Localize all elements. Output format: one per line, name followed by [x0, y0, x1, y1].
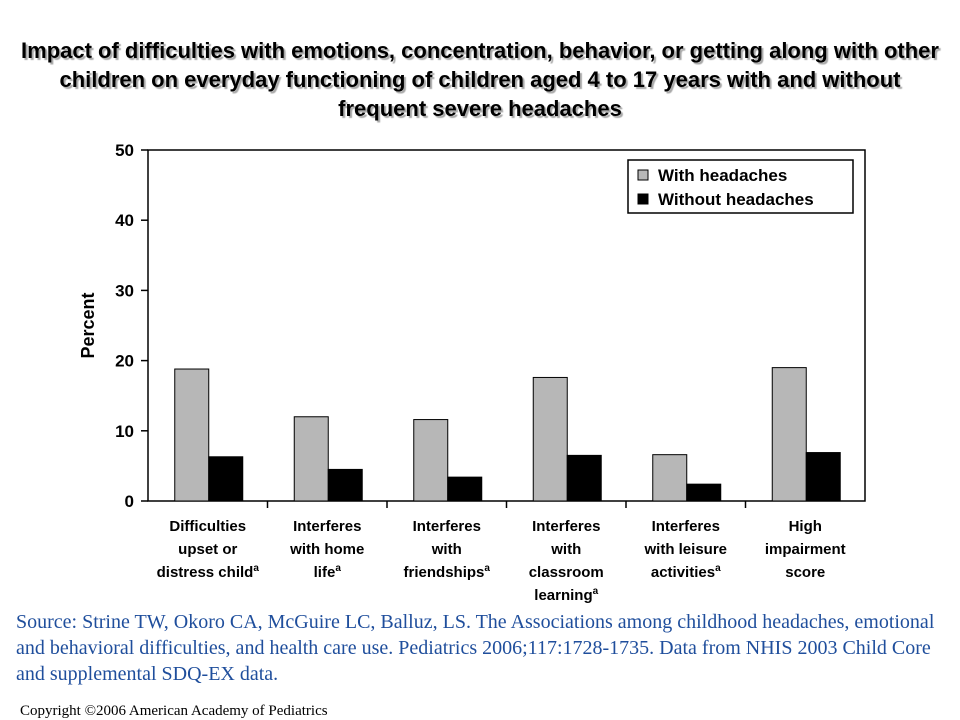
- y-tick-label: 10: [115, 422, 134, 441]
- bar-chart: 0 10 20 30 40 50 Percent Difficulties upset or di…: [78, 141, 866, 604]
- x-category-label: score: [785, 564, 825, 581]
- copyright-notice: Copyright ©2006 American Academy of Pedi…: [20, 703, 328, 719]
- x-category-label: with: [431, 541, 462, 558]
- y-tick-label: 0: [125, 492, 134, 511]
- x-category-label: distress childa: [157, 563, 260, 581]
- legend-label-with-headaches: With headaches: [658, 166, 787, 185]
- x-category-label: Interferes: [652, 518, 720, 535]
- legend-label-without-headaches: Without headaches: [658, 190, 814, 209]
- y-tick-label: 20: [115, 352, 134, 371]
- bar-without-headaches: [686, 483, 722, 502]
- x-category-label: classroom: [529, 564, 604, 581]
- x-category-label: upset or: [178, 541, 237, 558]
- x-category-label: learninga: [534, 586, 598, 604]
- bar-without-headaches: [327, 468, 363, 502]
- bar-without-headaches: [805, 452, 841, 502]
- y-tick-label: 50: [115, 141, 134, 160]
- x-category-label: Interferes: [413, 518, 481, 535]
- y-tick-label: 30: [115, 281, 134, 300]
- legend-swatch-with-headaches: [637, 169, 649, 181]
- x-category-label: with leisure: [643, 541, 727, 558]
- chart-title: Impact of difficulties with emotions, co…: [21, 38, 939, 121]
- x-category-label: Interferes: [293, 518, 361, 535]
- x-category-label: Difficulties: [169, 518, 246, 535]
- bar-with-headaches: [771, 367, 807, 502]
- bar-with-headaches: [293, 416, 329, 502]
- x-category-label: with: [550, 541, 581, 558]
- bar-without-headaches: [447, 476, 483, 502]
- legend-box: [627, 159, 854, 214]
- bar-with-headaches: [413, 419, 449, 502]
- x-category-label: friendshipsa: [404, 563, 491, 581]
- bar-with-headaches: [652, 454, 688, 502]
- x-category-label: High: [789, 518, 822, 535]
- x-category-label: Interferes: [532, 518, 600, 535]
- x-category-label: with home: [289, 541, 364, 558]
- bar-without-headaches: [566, 454, 602, 502]
- source-citation: Source: Strine TW, Okoro CA, McGuire LC,…: [16, 611, 935, 685]
- y-axis-label: Percent: [78, 292, 98, 358]
- plot-area: 0 10 20 30 40 50 Percent Difficulties upset or di…: [78, 141, 866, 604]
- x-category-label: lifea: [314, 563, 342, 581]
- x-category-label: impairment: [765, 541, 846, 558]
- x-category-label: activitiesa: [651, 563, 721, 581]
- legend-swatch-without-headaches: [637, 193, 649, 205]
- bar-without-headaches: [208, 456, 244, 502]
- bar-with-headaches: [174, 368, 210, 502]
- y-tick-label: 40: [115, 211, 134, 230]
- bar-with-headaches: [532, 376, 568, 502]
